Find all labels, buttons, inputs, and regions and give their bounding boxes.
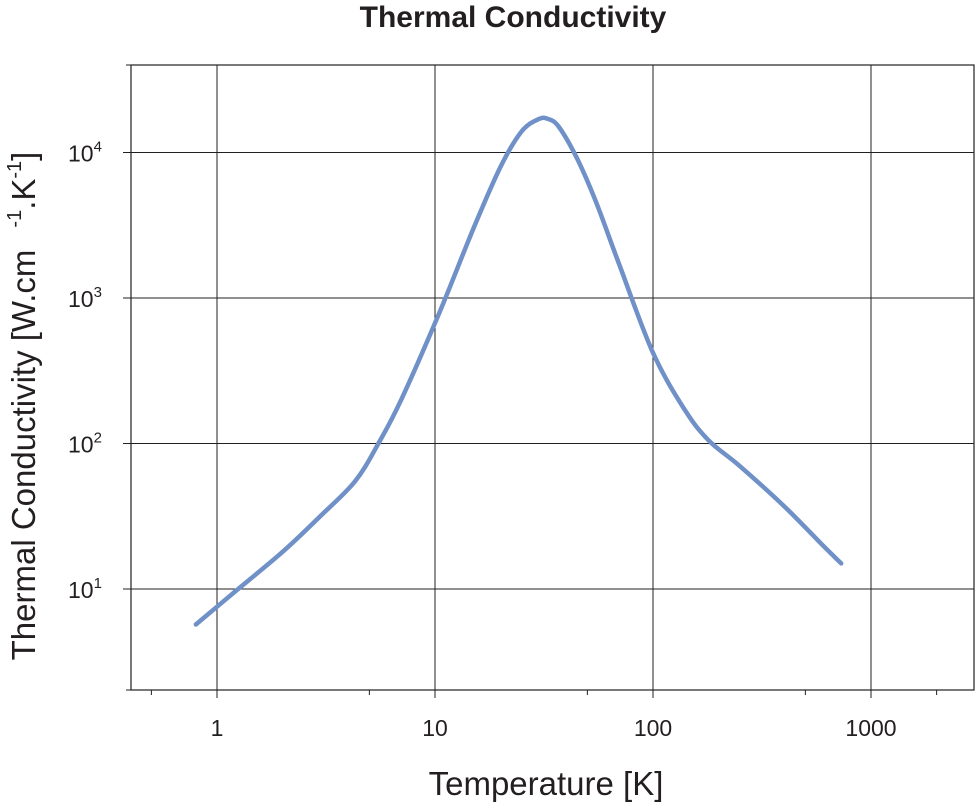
x-tick-labels: 1 10 100 1000	[211, 715, 897, 741]
x-tick-label: 1	[211, 715, 224, 741]
x-tick-label: 1000	[845, 715, 896, 741]
x-axis-label: Temperature [K]	[429, 765, 664, 802]
y-tick-label: 104	[68, 139, 102, 167]
x-tick-label: 100	[634, 715, 672, 741]
grid-lines	[131, 65, 974, 690]
y-tick-label: 101	[68, 575, 102, 603]
conductivity-curve	[193, 115, 844, 627]
y-axis-label-sup2: -1	[4, 161, 26, 179]
y-tick-label: 103	[68, 284, 102, 312]
axis-ticks	[123, 64, 938, 698]
y-axis-label-sup1: -1	[4, 210, 26, 228]
y-axis-label-main: Thermal Conductivity [W.cm	[5, 250, 42, 661]
plot-frame	[130, 64, 975, 691]
y-axis-label: Thermal Conductivity [W.cm -1.K-1]	[4, 152, 42, 661]
y-tick-labels: 101 102 103 104	[68, 139, 102, 604]
y-axis-label-end: ]	[5, 152, 42, 161]
x-tick-label: 10	[422, 715, 448, 741]
y-tick-label: 102	[68, 430, 102, 458]
chart-title: Thermal Conductivity	[360, 1, 667, 34]
y-axis-label-mid: .K	[5, 179, 42, 210]
